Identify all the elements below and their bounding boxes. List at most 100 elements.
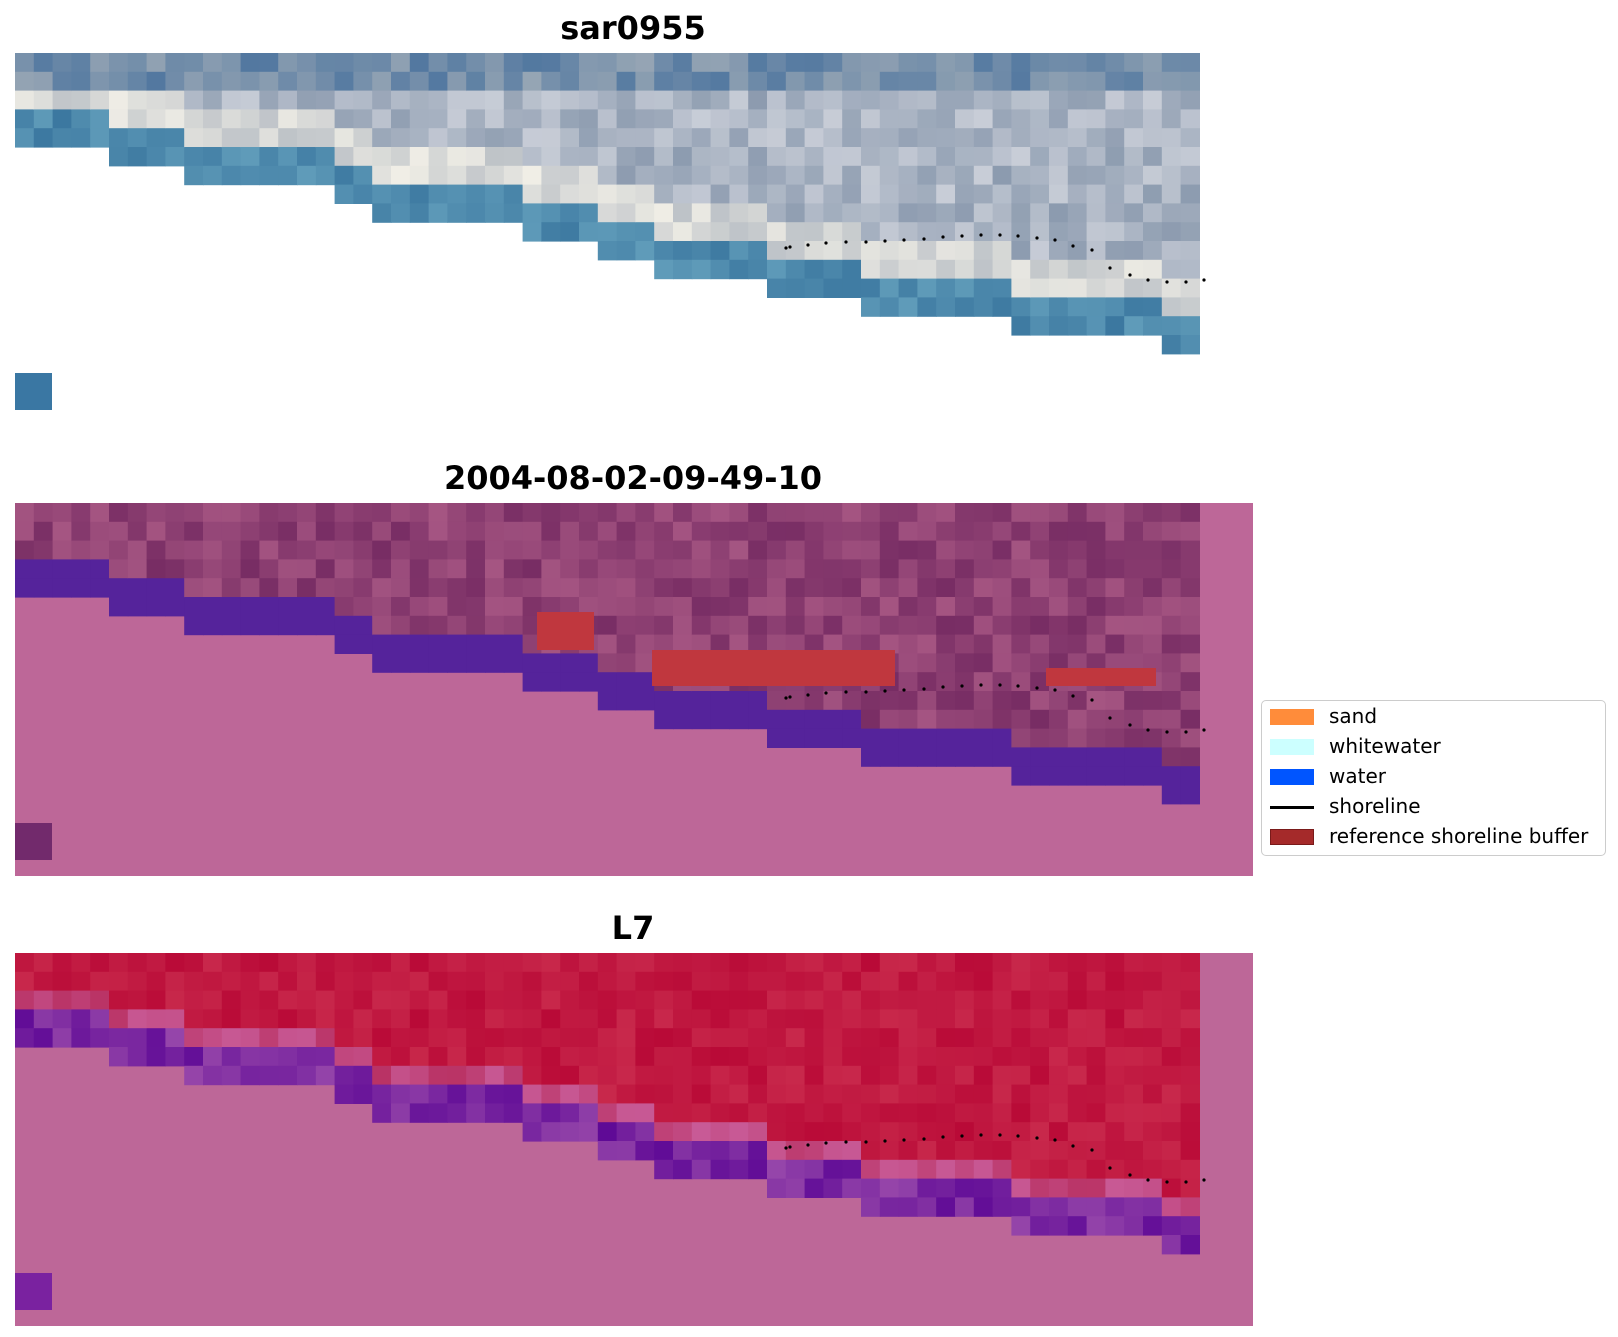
pixel-cell bbox=[973, 297, 994, 317]
pixel-cell bbox=[635, 1122, 655, 1142]
legend: sand whitewater water shoreline referenc… bbox=[1261, 700, 1606, 856]
pixel-cell bbox=[879, 1178, 900, 1198]
pixel-cell bbox=[654, 1122, 674, 1142]
pixel-cell bbox=[503, 147, 524, 167]
pixel-cell bbox=[955, 559, 975, 579]
pixel-cell bbox=[372, 521, 392, 542]
pixel-cell bbox=[673, 1047, 693, 1067]
pixel-cell bbox=[767, 128, 787, 148]
pixel-cell bbox=[1105, 728, 1125, 748]
pixel-cell bbox=[33, 1009, 54, 1029]
pixel-cell bbox=[259, 559, 279, 579]
shoreline-point bbox=[1016, 684, 1020, 688]
pixel-cell bbox=[372, 634, 392, 654]
pixel-cell bbox=[955, 521, 975, 542]
pixel-cell bbox=[127, 109, 148, 129]
pixel-cell bbox=[767, 241, 787, 261]
pixel-cell bbox=[259, 1028, 279, 1048]
pixel-cell bbox=[898, 147, 918, 167]
pixel-cell bbox=[503, 1065, 524, 1086]
pixel-cell bbox=[955, 953, 975, 973]
pixel-cell bbox=[1124, 615, 1144, 636]
pixel-cell bbox=[879, 1103, 900, 1123]
pixel-cell bbox=[71, 559, 91, 579]
pixel-cell bbox=[127, 1009, 148, 1029]
pixel-cell bbox=[635, 222, 655, 242]
pixel-cell bbox=[1124, 128, 1144, 148]
pixel-cell bbox=[804, 203, 824, 223]
pixel-cell bbox=[240, 1047, 260, 1067]
pixel-cell bbox=[353, 165, 373, 186]
pixel-cell bbox=[1124, 278, 1144, 298]
pixel-cell bbox=[240, 615, 260, 636]
pixel-cell bbox=[955, 71, 975, 92]
pixel-cell bbox=[691, 503, 712, 523]
pixel-cell bbox=[691, 259, 712, 280]
pixel-cell bbox=[503, 109, 524, 129]
pixel-cell bbox=[1143, 953, 1163, 973]
pixel-cell bbox=[710, 1141, 730, 1161]
pixel-cell bbox=[1180, 1103, 1200, 1123]
pixel-cell bbox=[936, 691, 956, 711]
pixel-cell bbox=[165, 1028, 185, 1048]
pixel-cell bbox=[184, 971, 204, 992]
pixel-cell bbox=[804, 990, 824, 1010]
pixel-cell bbox=[146, 147, 166, 167]
pixel-cell bbox=[1105, 184, 1125, 204]
pixel-cell bbox=[278, 1065, 298, 1086]
pixel-cell bbox=[447, 578, 467, 598]
pixel-cell bbox=[823, 259, 843, 280]
pixel-cell bbox=[748, 503, 768, 523]
pixel-cell bbox=[654, 165, 674, 186]
pixel-cell bbox=[955, 709, 975, 730]
pixel-cell bbox=[560, 184, 580, 204]
pixel-cell bbox=[1124, 1197, 1144, 1217]
shoreline-point bbox=[941, 1135, 945, 1139]
pixel-cell bbox=[729, 222, 749, 242]
pixel-cell bbox=[428, 1009, 448, 1029]
pixel-cell bbox=[579, 184, 599, 204]
pixel-cell bbox=[616, 672, 636, 692]
pixel-cell bbox=[861, 990, 881, 1010]
pixel-cell bbox=[1161, 1216, 1182, 1236]
pixel-cell bbox=[1086, 1103, 1106, 1123]
pixel-cell bbox=[936, 503, 956, 523]
pixel-cell bbox=[616, 521, 636, 542]
pixel-cell bbox=[917, 203, 937, 223]
pixel-cell bbox=[898, 691, 918, 711]
pixel-cell bbox=[785, 615, 806, 636]
pixel-cell bbox=[804, 109, 824, 129]
pixel-cell bbox=[1011, 597, 1031, 617]
pixel-cell bbox=[635, 615, 655, 636]
shoreline-point bbox=[784, 696, 788, 700]
pixel-cell bbox=[710, 597, 730, 617]
pixel-cell bbox=[1161, 1197, 1182, 1217]
pixel-cell bbox=[372, 971, 392, 992]
pixel-cell bbox=[52, 990, 72, 1010]
pixel-cell bbox=[503, 1047, 524, 1067]
pixel-cell bbox=[1049, 147, 1069, 167]
pixel-cell bbox=[579, 597, 599, 617]
pixel-cell bbox=[221, 578, 242, 598]
pixel-cell bbox=[1067, 1159, 1088, 1180]
pixel-cell bbox=[1086, 259, 1106, 280]
pixel-cell bbox=[522, 1028, 542, 1048]
pixel-cell bbox=[372, 559, 392, 579]
pixel-cell bbox=[259, 990, 279, 1010]
pixel-cell bbox=[428, 615, 448, 636]
pixel-cell bbox=[861, 971, 881, 992]
pixel-cell bbox=[221, 128, 242, 148]
pixel-cell bbox=[955, 728, 975, 748]
pixel-cell bbox=[748, 1084, 768, 1104]
pixel-cell bbox=[1011, 278, 1031, 298]
pixel-cell bbox=[879, 1065, 900, 1086]
shoreline-point bbox=[922, 1137, 926, 1141]
pixel-cell bbox=[353, 971, 373, 992]
pixel-cell bbox=[52, 540, 72, 560]
shoreline-point bbox=[844, 1140, 848, 1144]
pixel-cell bbox=[90, 90, 110, 110]
pixel-cell bbox=[785, 1159, 806, 1180]
pixel-cell bbox=[1067, 1197, 1088, 1217]
pixel-cell bbox=[635, 971, 655, 992]
pixel-cell bbox=[203, 165, 223, 186]
